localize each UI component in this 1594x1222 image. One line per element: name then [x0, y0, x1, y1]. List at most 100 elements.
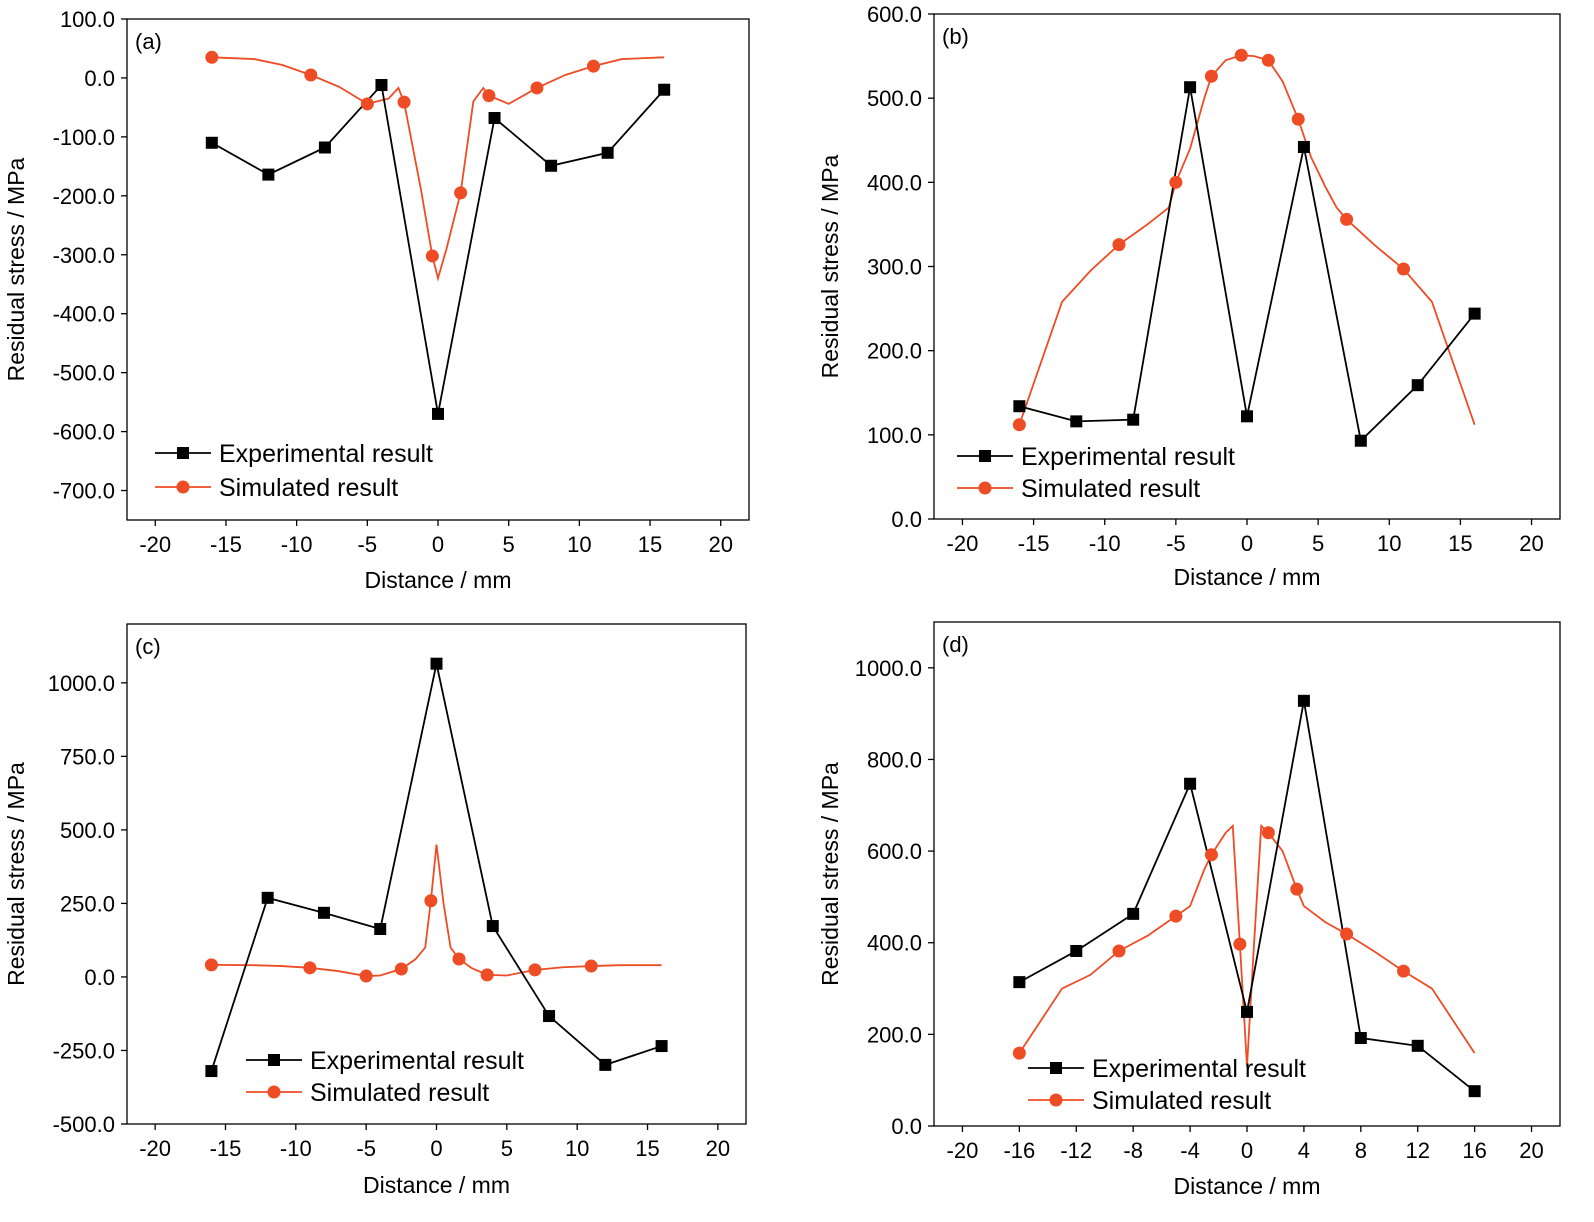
simulated-curve: [1018, 823, 1476, 1067]
x-tick-label: -20: [947, 1138, 979, 1163]
x-tick-label: -20: [947, 531, 979, 556]
experimental-point: [432, 407, 444, 420]
x-tick-label: -5: [356, 1136, 376, 1161]
y-tick-label: 600.0: [867, 2, 922, 27]
x-tick-label: -4: [1180, 1138, 1200, 1163]
y-tick-label: -400.0: [53, 302, 115, 327]
legend-label: Simulated result: [310, 1079, 489, 1107]
x-tick-label: 20: [1519, 1138, 1543, 1163]
simulated-point: [480, 968, 494, 982]
y-tick-label: -500.0: [53, 361, 115, 386]
legend-square-marker: [979, 450, 991, 462]
x-tick-label: 4: [1298, 1138, 1310, 1163]
experimental-point: [1070, 415, 1083, 428]
simulated-point: [482, 89, 496, 103]
x-tick-label: 0: [1241, 531, 1253, 556]
experimental-point: [1013, 400, 1026, 413]
simulated-point: [394, 962, 408, 976]
y-tick-label: 300.0: [867, 255, 922, 280]
x-axis-label: Distance / mm: [1174, 1173, 1321, 1199]
legend-circle-marker: [176, 480, 190, 494]
y-tick-label: 100.0: [60, 7, 115, 32]
x-axis-label: Distance / mm: [363, 1172, 510, 1198]
x-tick-label: 10: [1377, 531, 1401, 556]
legend-square-marker: [1050, 1062, 1062, 1074]
x-tick-label: 0: [1241, 1138, 1253, 1163]
simulated-point: [1204, 69, 1218, 83]
y-tick-label: 0.0: [891, 1114, 922, 1139]
experimental-point: [205, 136, 218, 149]
x-tick-label: 5: [501, 1136, 513, 1161]
x-tick-label: 5: [1312, 531, 1324, 556]
legend: Experimental result Simulated result: [246, 1047, 524, 1107]
x-tick-label: 8: [1355, 1138, 1367, 1163]
experimental-line: [210, 663, 662, 1072]
y-axis-label: Residual stress / MPa: [3, 157, 29, 381]
experimental-point: [1013, 976, 1026, 989]
x-tick-label: -16: [1003, 1138, 1035, 1163]
simulated-point: [1340, 212, 1354, 226]
legend-square-marker: [268, 1054, 280, 1066]
experimental-point: [374, 923, 387, 935]
experimental-point: [601, 146, 614, 159]
legend-label: Experimental result: [1092, 1055, 1306, 1083]
experimental-point: [1411, 379, 1424, 392]
legend: Experimental result Simulated result: [1028, 1055, 1306, 1115]
panel-label: (d): [942, 632, 969, 657]
experimental-point: [1127, 413, 1140, 426]
x-tick-label: -5: [1166, 531, 1186, 556]
experimental-point: [1354, 434, 1367, 447]
x-tick-label: -20: [139, 1136, 171, 1161]
y-tick-label: 1000.0: [48, 671, 115, 696]
experimental-point: [430, 657, 443, 670]
experimental-point: [1468, 1085, 1481, 1098]
legend-label: Simulated result: [219, 474, 398, 502]
simulated-point: [584, 959, 598, 973]
experimental-point: [1468, 307, 1481, 320]
y-tick-label: -500.0: [53, 1112, 115, 1137]
simulated-point: [1397, 964, 1410, 978]
experimental-point: [488, 112, 501, 125]
x-tick-label: 15: [1448, 531, 1472, 556]
experimental-point: [261, 891, 274, 904]
y-tick-label: 400.0: [867, 931, 922, 956]
experimental-point: [1241, 1005, 1253, 1018]
panel-label: (a): [135, 29, 162, 54]
experimental-point: [1297, 140, 1310, 153]
experimental-point: [1184, 777, 1197, 790]
x-tick-label: 10: [567, 532, 591, 557]
simulated-point: [1169, 175, 1183, 189]
y-tick-label: 100.0: [867, 423, 922, 448]
x-tick-label: 12: [1405, 1138, 1429, 1163]
experimental-point: [1241, 410, 1253, 423]
simulated-point: [1012, 1046, 1026, 1060]
panel-c: -20 -15 -10 -5 0 5 10 15 20 1000.0 750.0 500.0 250.0…: [3, 623, 747, 1198]
legend-label: Experimental result: [219, 440, 433, 468]
x-tick-label: -15: [210, 1136, 242, 1161]
simulated-point: [1112, 944, 1126, 958]
panel-a: -20 -15 -10 -5 0 5 10 15 20 100.0 0.0 -100.0 -200.0 -…: [3, 7, 750, 593]
simulated-point: [1291, 112, 1305, 126]
x-tick-label: -10: [281, 532, 313, 557]
simulated-point: [397, 95, 411, 109]
simulated-point: [304, 68, 318, 82]
legend-label: Experimental result: [1021, 443, 1235, 471]
experimental-point: [486, 920, 499, 933]
x-tick-label: -10: [280, 1136, 312, 1161]
legend-label: Simulated result: [1092, 1087, 1271, 1115]
y-tick-label: 0.0: [84, 66, 115, 91]
panel-label: (b): [942, 24, 969, 49]
x-tick-label: 16: [1462, 1138, 1486, 1163]
y-tick-label: 250.0: [60, 891, 115, 916]
simulated-point: [204, 958, 218, 972]
experimental-point: [205, 1065, 218, 1078]
x-tick-label: 20: [708, 532, 732, 557]
simulated-point: [359, 969, 373, 983]
experimental-point: [658, 83, 671, 96]
experimental-point: [375, 79, 388, 92]
experimental-point: [317, 906, 330, 919]
y-tick-label: 500.0: [867, 86, 922, 111]
simulated-point: [424, 894, 438, 908]
simulated-point: [1397, 262, 1410, 276]
simulated-point: [1233, 937, 1247, 951]
